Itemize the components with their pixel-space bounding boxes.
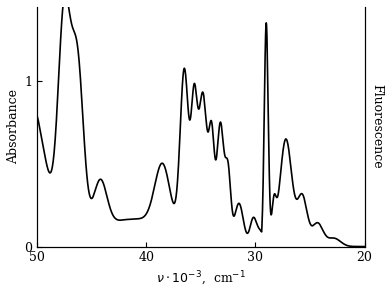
X-axis label: $\nu \cdot 10^{-3}$,  cm$^{-1}$: $\nu \cdot 10^{-3}$, cm$^{-1}$: [156, 270, 246, 288]
Y-axis label: Fluorescence: Fluorescence: [370, 84, 383, 169]
Y-axis label: Absorbance: Absorbance: [7, 89, 20, 164]
